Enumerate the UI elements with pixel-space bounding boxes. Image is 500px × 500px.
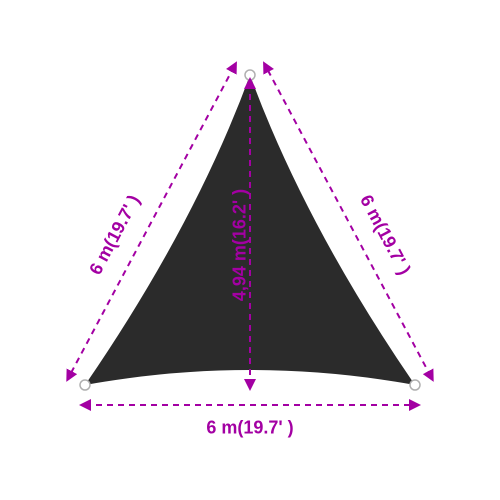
dimension-diagram: 6 m(19.7' ) 6 m(19.7' ) 6 m(19.7' ) 4,94… — [0, 0, 500, 500]
label-bottom-side: 6 m(19.7' ) — [206, 418, 293, 439]
label-height: 4,94 m(16.2' ) — [230, 189, 251, 301]
corner-ring-right — [410, 380, 420, 390]
corner-ring-top — [245, 70, 255, 80]
corner-ring-left — [80, 380, 90, 390]
